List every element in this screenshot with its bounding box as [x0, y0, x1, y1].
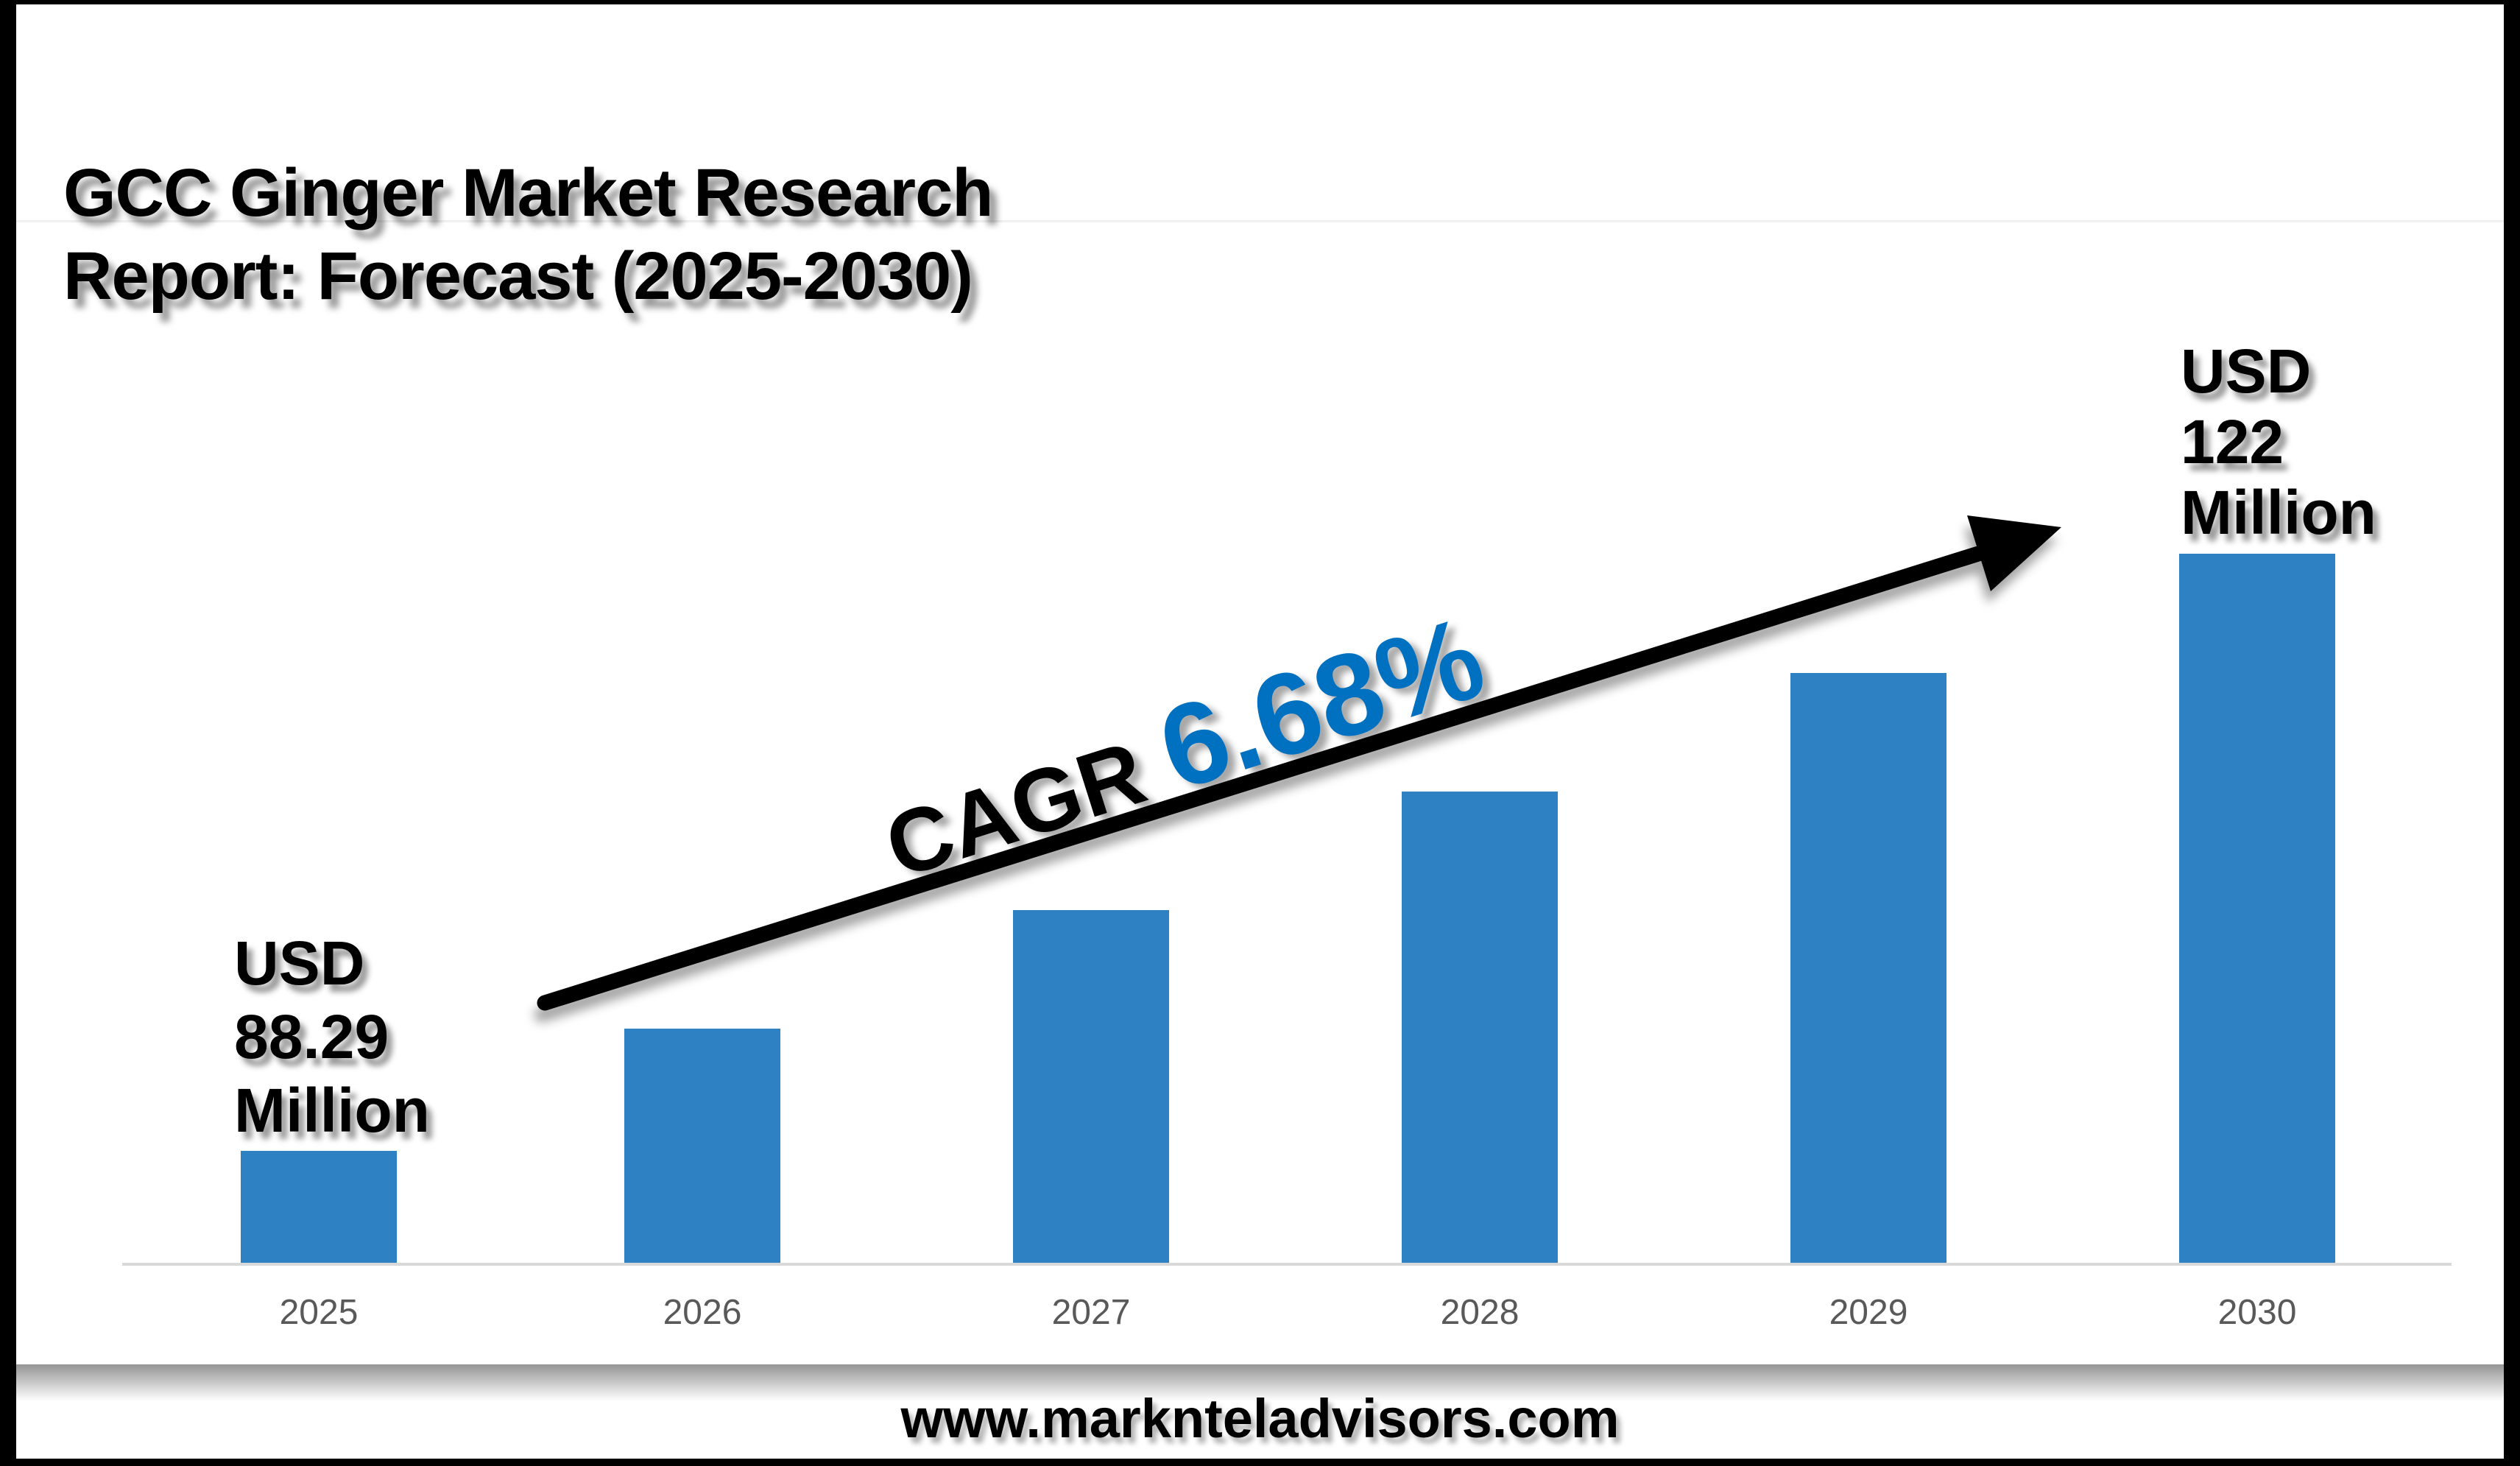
divider-line	[16, 220, 2504, 222]
value-label-2030: USD 122 Million	[2181, 336, 2376, 547]
bar-2025	[241, 1151, 397, 1264]
footer: www.marknteladvisors.com	[0, 1387, 2520, 1450]
bar-2026	[624, 1029, 780, 1264]
frame-border-right	[2504, 0, 2520, 1466]
frame-border-top	[0, 0, 2520, 4]
x-tick-2026: 2026	[663, 1293, 742, 1332]
x-tick-2029: 2029	[1829, 1293, 1908, 1332]
page-title: GCC Ginger Market Research Report: Forec…	[63, 152, 993, 318]
x-tick-2028: 2028	[1440, 1293, 1520, 1332]
frame-border-bottom	[0, 1459, 2520, 1466]
value-label-2025: USD 88.29 Million	[234, 928, 430, 1145]
growth-arrow-head	[1967, 515, 2061, 591]
frame-border-left	[0, 0, 16, 1466]
bar-2029	[1790, 673, 1947, 1264]
website-link[interactable]: www.marknteladvisors.com	[900, 1388, 1620, 1449]
bar-2028	[1402, 792, 1558, 1264]
x-tick-2027: 2027	[1051, 1293, 1131, 1332]
x-tick-2025: 2025	[279, 1293, 359, 1332]
page-title-line1: GCC Ginger Market Research	[63, 155, 993, 230]
x-axis-line	[122, 1263, 2452, 1266]
growth-arrow-shaft	[537, 543, 1996, 1011]
x-tick-2030: 2030	[2217, 1293, 2297, 1332]
page-title-line2: Report: Forecast (2025-2030)	[63, 239, 973, 314]
footer-shadow	[16, 1364, 2504, 1401]
bar-2027	[1013, 910, 1169, 1264]
bar-2030	[2179, 554, 2335, 1264]
